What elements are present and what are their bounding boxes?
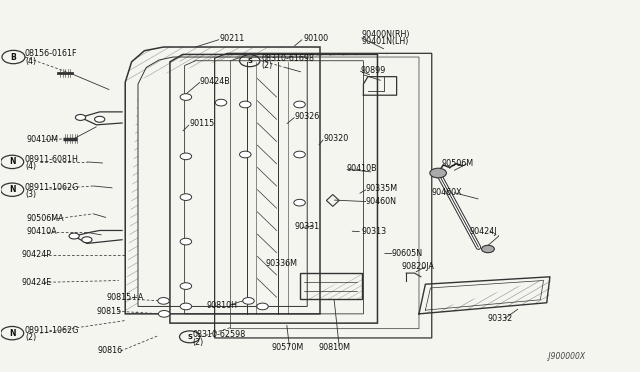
Text: 90424E: 90424E: [21, 278, 51, 287]
Text: 90810M: 90810M: [319, 343, 351, 352]
Text: 90460X: 90460X: [432, 188, 462, 197]
Text: 90424P: 90424P: [21, 250, 51, 259]
Text: (2): (2): [261, 61, 273, 70]
Text: 90410A: 90410A: [26, 227, 57, 236]
Text: 90211: 90211: [219, 34, 244, 43]
Circle shape: [294, 101, 305, 108]
Text: 90460N: 90460N: [366, 197, 397, 206]
Text: 90331: 90331: [294, 221, 319, 231]
Circle shape: [243, 298, 254, 304]
Text: 90313: 90313: [362, 227, 387, 236]
Text: 90815: 90815: [97, 307, 122, 316]
Text: 90400N(RH): 90400N(RH): [362, 30, 410, 39]
Circle shape: [294, 151, 305, 158]
Text: 90899: 90899: [360, 66, 386, 75]
Circle shape: [158, 298, 170, 304]
Text: N: N: [9, 328, 15, 338]
Text: 90424J: 90424J: [469, 227, 497, 236]
Text: 90820JA: 90820JA: [402, 262, 435, 271]
Text: 90605N: 90605N: [392, 249, 422, 258]
Text: 08911-1062G: 08911-1062G: [25, 183, 79, 192]
Circle shape: [180, 94, 191, 100]
Text: 90410B: 90410B: [347, 164, 378, 173]
Text: 08911-1062G: 08911-1062G: [25, 326, 79, 335]
Circle shape: [180, 194, 191, 201]
Text: 90335M: 90335M: [366, 184, 398, 193]
Circle shape: [82, 237, 92, 243]
Text: 90570M: 90570M: [271, 343, 304, 352]
Circle shape: [481, 245, 494, 253]
Circle shape: [180, 238, 191, 245]
Text: .J900000X: .J900000X: [547, 352, 586, 361]
Text: 08310-61698: 08310-61698: [261, 54, 314, 62]
Text: 90115: 90115: [189, 119, 214, 128]
Text: (4): (4): [25, 162, 36, 171]
Text: 90816: 90816: [98, 346, 123, 355]
Circle shape: [215, 99, 227, 106]
Text: (4): (4): [25, 57, 36, 66]
Text: 90320: 90320: [323, 134, 348, 143]
Circle shape: [76, 115, 86, 121]
Text: 08911-6081H: 08911-6081H: [25, 155, 79, 164]
Text: 90810H: 90810H: [206, 301, 237, 310]
Circle shape: [257, 303, 268, 310]
Text: 90815+A: 90815+A: [106, 294, 143, 302]
Circle shape: [69, 233, 79, 239]
Text: 90326: 90326: [294, 112, 320, 121]
Circle shape: [239, 151, 251, 158]
Text: S: S: [188, 334, 192, 340]
Text: 08310-62598: 08310-62598: [192, 330, 246, 340]
Circle shape: [95, 116, 105, 122]
Text: B: B: [11, 52, 17, 61]
Circle shape: [180, 283, 191, 289]
Text: N: N: [9, 157, 15, 166]
Text: 90401N(LH): 90401N(LH): [362, 37, 409, 46]
Circle shape: [180, 303, 191, 310]
Text: (2): (2): [25, 333, 36, 342]
Text: 90332: 90332: [487, 314, 513, 323]
Text: 08156-0161F: 08156-0161F: [25, 49, 77, 58]
Text: N: N: [9, 185, 15, 194]
Text: 90424B: 90424B: [200, 77, 230, 86]
Text: 90410M: 90410M: [26, 135, 58, 144]
Text: 90100: 90100: [303, 34, 328, 43]
Circle shape: [180, 153, 191, 160]
Circle shape: [159, 311, 170, 317]
Text: (3): (3): [25, 190, 36, 199]
Text: S: S: [247, 58, 252, 64]
Text: (2): (2): [192, 337, 204, 347]
Circle shape: [430, 168, 447, 178]
Text: 90336M: 90336M: [266, 259, 298, 267]
Circle shape: [294, 199, 305, 206]
Text: 90506MA: 90506MA: [26, 214, 64, 223]
Text: 90506M: 90506M: [442, 158, 474, 167]
Circle shape: [239, 101, 251, 108]
